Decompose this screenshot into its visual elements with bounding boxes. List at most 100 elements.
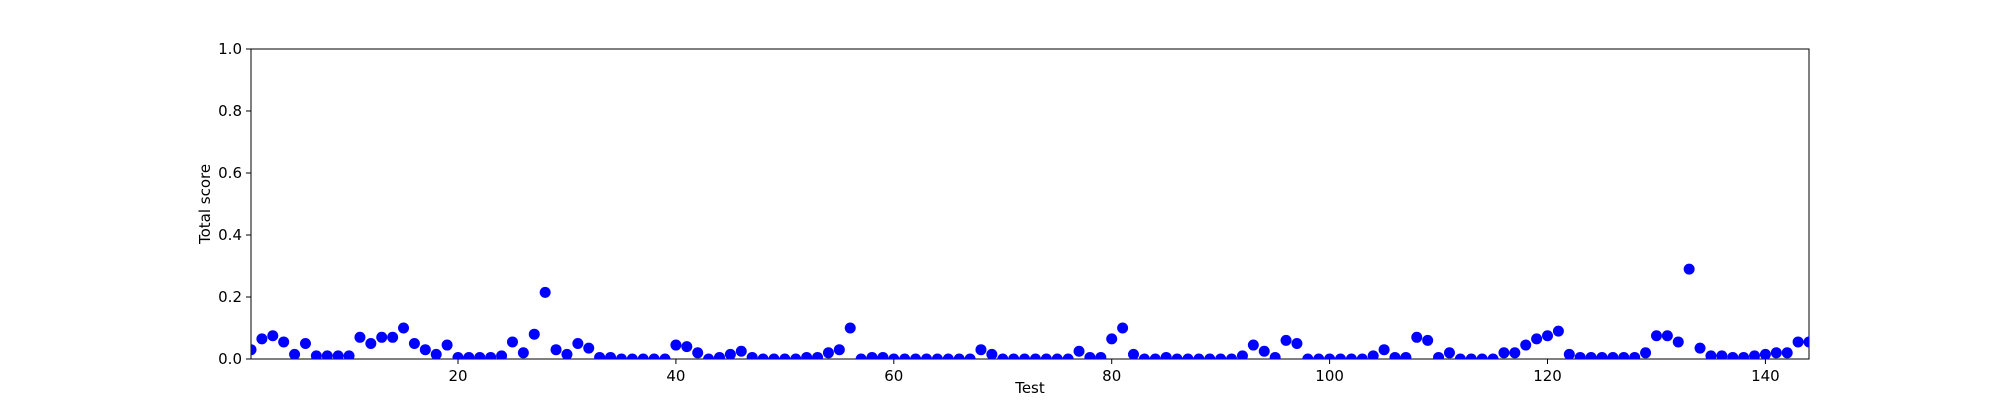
scatter-point (1411, 331, 1423, 343)
scatter-point (1607, 351, 1619, 359)
scatter-point (561, 348, 573, 359)
scatter-point (1563, 348, 1575, 359)
scatter-point (1803, 336, 1809, 348)
scatter-point (724, 348, 736, 359)
scatter-point (1672, 336, 1684, 348)
scatter-point (310, 350, 322, 359)
scatter-point (1149, 353, 1161, 359)
scatter-point (801, 351, 813, 359)
scatter-point (1051, 353, 1063, 359)
scatter-point (1683, 263, 1695, 275)
scatter-point (321, 350, 333, 359)
scatter-point (267, 330, 279, 342)
scatter-point (1661, 330, 1673, 342)
scatter-point (648, 353, 660, 359)
scatter-point (1095, 351, 1107, 359)
scatter-point (1542, 330, 1554, 342)
scatter-point (1552, 325, 1564, 337)
scatter-point (528, 328, 540, 340)
scatter-point (299, 338, 311, 349)
scatter-point (1378, 344, 1390, 356)
scatter-point (659, 353, 671, 359)
x-tick-label: 60 (884, 367, 903, 385)
scatter-point (1596, 351, 1608, 359)
scatter-point (594, 351, 606, 359)
scatter-point (398, 322, 410, 334)
scatter-point (986, 348, 998, 359)
scatter-point (1650, 330, 1662, 342)
scatter-point (387, 331, 399, 343)
scatter-point (1509, 347, 1521, 359)
scatter-point (953, 353, 965, 359)
y-tick-label: 0.6 (218, 164, 242, 182)
scatter-point (964, 353, 976, 359)
y-tick-label: 0.8 (218, 102, 242, 120)
scatter-point (1531, 333, 1543, 345)
scatter-point (408, 338, 420, 349)
scatter-point (550, 344, 562, 356)
scatter-point (615, 353, 627, 359)
scatter-point (833, 344, 845, 356)
scatter-point (1465, 353, 1477, 359)
scatter-point (768, 353, 780, 359)
x-tick-label: 40 (666, 367, 685, 385)
scatter-point (637, 353, 649, 359)
y-tick-label: 0.4 (218, 226, 242, 244)
scatter-point (1193, 353, 1205, 359)
scatter-point (713, 351, 725, 359)
scatter-point (1356, 353, 1368, 359)
scatter-point (474, 351, 486, 359)
scatter-point (605, 351, 617, 359)
scatter-point (1345, 353, 1357, 359)
scatter-point (1781, 347, 1793, 359)
scatter-point (812, 351, 824, 359)
scatter-point (1040, 353, 1052, 359)
scatter-point (1138, 353, 1150, 359)
scatter-point (1160, 351, 1172, 359)
scatter-point (1247, 339, 1259, 351)
scatter-point (942, 353, 954, 359)
plot-area (251, 263, 1809, 359)
scatter-point (419, 344, 431, 356)
scatter-point (866, 351, 878, 359)
scatter-point (430, 348, 442, 359)
y-axis-label: Total score (196, 164, 214, 245)
scatter-point (1073, 345, 1085, 357)
scatter-point (681, 341, 693, 353)
scatter-point (779, 353, 791, 359)
scatter-point (354, 331, 366, 343)
scatter-point (931, 353, 943, 359)
scatter-point (757, 353, 769, 359)
scatter-point (1280, 334, 1292, 346)
scatter-point (692, 347, 704, 359)
x-tick-label: 20 (448, 367, 467, 385)
scatter-point (1204, 353, 1216, 359)
scatter-point (1236, 350, 1248, 359)
scatter-point (1792, 336, 1804, 348)
scatter-point (517, 347, 529, 359)
scatter-point (1640, 347, 1652, 359)
scatter-point (1226, 353, 1238, 359)
scatter-point (920, 353, 932, 359)
scatter-point (485, 351, 497, 359)
scatter-point (822, 347, 834, 359)
scatter-point (1367, 350, 1379, 359)
scatter-point (452, 351, 464, 359)
scatter-point (1335, 353, 1347, 359)
scatter-point (1585, 351, 1597, 359)
scatter-point (1182, 353, 1194, 359)
scatter-point (278, 336, 290, 348)
x-tick-label: 100 (1315, 367, 1344, 385)
y-tick-label: 0.2 (218, 288, 242, 306)
scatter-point (1106, 333, 1118, 345)
scatter-point (1324, 353, 1336, 359)
scatter-point (1313, 353, 1325, 359)
scatter-point (1302, 353, 1314, 359)
scatter-point (1749, 350, 1761, 359)
scatter-point (703, 353, 715, 359)
x-tick-label: 140 (1751, 367, 1780, 385)
scatter-point (1454, 353, 1466, 359)
scatter-point (1019, 353, 1031, 359)
scatter-point (1618, 351, 1630, 359)
